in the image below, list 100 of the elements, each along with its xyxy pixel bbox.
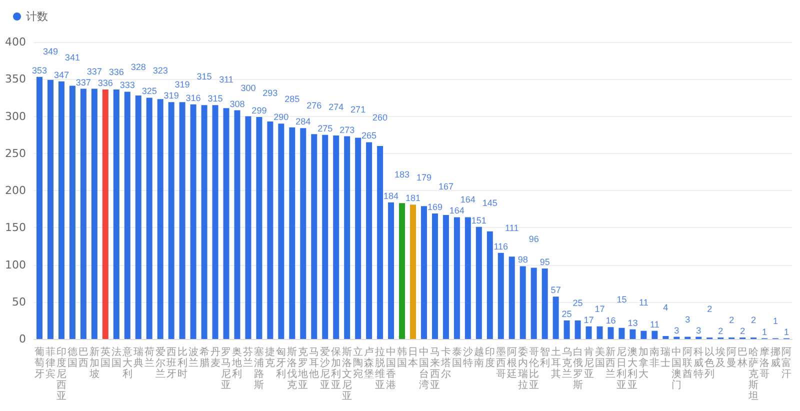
data-label: 13: [628, 318, 638, 328]
x-tick-label: 英国: [100, 346, 110, 369]
x-tick-label: 拉脱维亚: [375, 346, 386, 391]
bar: [146, 98, 152, 339]
data-label: 273: [340, 124, 355, 135]
bar: [640, 330, 647, 339]
y-tick-label: 200: [5, 184, 26, 197]
data-label: 2: [729, 315, 734, 326]
data-label: 164: [449, 206, 464, 216]
x-tick-label: 科威特: [694, 346, 704, 380]
bar: [464, 217, 471, 339]
data-label: 336: [108, 67, 124, 78]
data-label: 1: [784, 326, 790, 337]
data-label: 316: [186, 92, 201, 103]
x-tick-label: 立陶宛: [353, 346, 364, 380]
x-tick-label: 哥伦比亚: [528, 347, 539, 391]
bar: [36, 76, 42, 339]
x-tick-label: 法国: [111, 346, 122, 369]
data-label: 16: [606, 316, 616, 326]
bar: [366, 142, 372, 339]
bar: [47, 80, 54, 339]
x-tick-label: 尼日利亚: [616, 347, 627, 391]
x-tick-label: 南非: [650, 346, 660, 369]
x-tick-label: 阿联酋: [682, 347, 693, 380]
x-tick-label: 摩洛哥: [760, 346, 770, 380]
x-tick-label: 肯尼亚: [584, 346, 594, 380]
data-label: 347: [54, 70, 69, 80]
x-tick-label: 新加坡: [88, 346, 100, 380]
data-label: 2: [707, 304, 712, 314]
bar: [289, 127, 296, 339]
bar: [157, 99, 164, 339]
x-tick-label: 匈牙利: [276, 346, 286, 380]
y-tick-label: 100: [5, 258, 26, 272]
data-label: 284: [296, 116, 311, 127]
y-tick-label: 50: [12, 295, 26, 308]
x-tick-label: 中国澳门: [672, 346, 682, 391]
data-label: 151: [471, 215, 486, 226]
data-label: 315: [208, 94, 223, 104]
data-label: 337: [76, 77, 91, 88]
bar: [256, 116, 262, 339]
x-tick-label: 阿根廷: [506, 347, 517, 380]
bar: [552, 296, 559, 339]
x-tick-label: 西班牙: [166, 347, 176, 380]
bar: [102, 90, 108, 339]
x-tick-label: 中国台湾: [418, 346, 429, 391]
y-tick-label: 150: [5, 221, 26, 234]
data-label: 315: [196, 72, 212, 82]
data-label: 333: [120, 80, 135, 90]
bar: [486, 231, 493, 339]
bar: [135, 95, 142, 339]
data-label: 353: [32, 65, 48, 76]
x-tick-label: 越南: [474, 346, 484, 369]
bar: [201, 105, 208, 339]
data-label: 323: [152, 66, 168, 76]
bar: [80, 88, 86, 339]
bar: [212, 105, 218, 339]
y-tick-label: 0: [19, 332, 26, 346]
bar: [564, 320, 570, 339]
y-tick-label: 400: [5, 36, 26, 48]
bar: [344, 136, 350, 339]
bar: [596, 326, 603, 339]
x-tick-label: 乌克兰: [562, 346, 572, 380]
x-tick-label: 以色列: [704, 346, 715, 380]
x-tick-label: 巴西: [78, 347, 88, 369]
data-label: 271: [350, 104, 366, 114]
bar: [245, 116, 252, 339]
data-label: 17: [594, 304, 605, 314]
data-label: 276: [306, 100, 322, 111]
bar: [630, 329, 636, 339]
x-tick-label: 塞浦路斯: [254, 346, 264, 391]
x-tick-label: 印度: [484, 346, 495, 369]
bar: [278, 124, 284, 339]
data-label: 300: [240, 82, 256, 93]
bar: [476, 226, 482, 339]
data-label: 349: [42, 46, 58, 56]
data-label: 285: [284, 94, 300, 104]
x-tick-label: 斯洛伐克: [287, 346, 298, 391]
data-label: 17: [584, 314, 594, 325]
bar: [333, 136, 340, 339]
bar: [69, 86, 76, 339]
y-tick-label: 300: [5, 110, 26, 123]
x-tick-label: 马耳他: [309, 347, 320, 380]
bar: [58, 81, 64, 339]
data-label: 3: [674, 325, 680, 336]
data-label: 337: [86, 66, 102, 76]
bar: [420, 206, 427, 339]
bar: [377, 146, 384, 339]
data-label: 274: [328, 102, 344, 112]
bar: [399, 203, 406, 339]
x-tick-label: 保加利亚: [331, 347, 342, 391]
x-tick-label: 斯洛文尼亚: [342, 346, 352, 402]
data-label: 319: [164, 90, 179, 101]
data-label: 325: [142, 86, 157, 96]
data-label: 260: [372, 112, 388, 122]
data-label: 15: [616, 294, 627, 304]
data-label: 311: [219, 74, 234, 85]
data-label: 57: [550, 285, 561, 296]
data-label: 25: [562, 308, 572, 319]
data-label: 1: [762, 326, 768, 337]
y-tick-label: 250: [5, 146, 26, 160]
